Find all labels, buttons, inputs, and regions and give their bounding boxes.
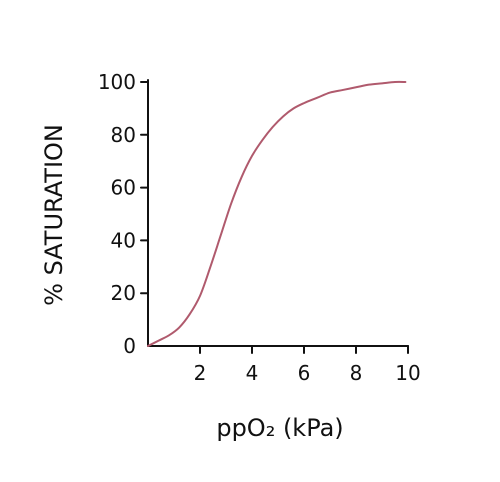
- x-axis-title: ppO₂ (kPa): [216, 414, 343, 442]
- x-tick-label: 10: [395, 361, 420, 385]
- y-tick-label: 40: [111, 228, 136, 252]
- y-tick-label: 0: [123, 334, 136, 358]
- saturation-curve: [147, 80, 407, 347]
- y-tick-label: 20: [111, 281, 136, 305]
- y-axis-title: % SATURATION: [40, 124, 68, 306]
- y-tick-label: 100: [98, 70, 136, 94]
- ticks: [140, 81, 409, 354]
- axes: [147, 79, 409, 347]
- x-tick-label: 4: [246, 361, 259, 385]
- tick-labels: 0 20 40 60 80 100 2 4 6 8 10: [98, 70, 421, 385]
- y-tick-label: 80: [111, 123, 136, 147]
- y-tick-label: 60: [111, 176, 136, 200]
- series: [147, 80, 407, 347]
- x-tick-label: 8: [350, 361, 363, 385]
- x-tick-label: 2: [194, 361, 207, 385]
- x-tick-label: 6: [298, 361, 311, 385]
